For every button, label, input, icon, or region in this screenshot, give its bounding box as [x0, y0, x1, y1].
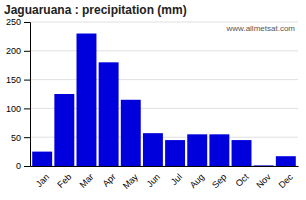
y-axis-line	[24, 23, 31, 167]
y-tick: 100	[6, 104, 30, 114]
y-tick-label: 0	[16, 161, 21, 171]
grid	[30, 22, 298, 166]
x-tick-label: Jun	[145, 172, 162, 189]
y-tick-label: 100	[6, 104, 21, 114]
x-axis-line	[31, 166, 299, 167]
x-tick: Jul	[169, 172, 184, 187]
x-axis: JanFebMar AprMay Jun Jul AugSep OctNovDec	[31, 167, 299, 191]
x-tick: Nov	[254, 171, 273, 190]
x-tick: May	[121, 171, 140, 190]
bar	[99, 62, 119, 166]
plot-area	[32, 34, 296, 166]
x-tick: Aug	[188, 172, 206, 190]
x-tick: Oct	[234, 171, 251, 188]
y-tick: 200	[6, 46, 30, 56]
bar	[254, 165, 274, 166]
x-tick: Jun	[145, 172, 162, 189]
x-tick-label: Oct	[234, 171, 251, 188]
bar	[32, 152, 52, 166]
bar	[77, 34, 97, 166]
x-tick: Apr	[101, 172, 118, 189]
grid-line	[30, 22, 298, 23]
y-tick-label: 150	[6, 75, 21, 85]
x-tick: Dec	[276, 171, 295, 190]
x-tick-label: Aug	[188, 172, 206, 190]
bar	[165, 140, 185, 166]
y-tick-mark	[24, 22, 30, 23]
y-tick-mark	[24, 108, 30, 109]
bar	[121, 100, 141, 166]
bar	[54, 94, 74, 166]
y-axis: 0 50 100 150 200 250	[6, 17, 31, 171]
y-tick: 250	[6, 17, 30, 27]
x-tick: Jan	[34, 172, 51, 189]
x-tick: Mar	[77, 172, 95, 190]
grid-line	[30, 50, 298, 51]
bar	[209, 134, 229, 166]
grid-line	[30, 79, 298, 80]
bar	[143, 133, 163, 166]
x-tick-label: Mar	[77, 172, 95, 190]
bar	[276, 156, 296, 166]
x-tick-label: Apr	[101, 172, 118, 189]
y-tick-label: 200	[6, 46, 21, 56]
y-tick-mark	[24, 166, 30, 167]
y-tick-label: 250	[6, 17, 21, 27]
y-tick: 50	[11, 133, 30, 143]
y-tick-label: 50	[11, 133, 21, 143]
bar	[232, 140, 252, 166]
x-tick-label: Jan	[34, 172, 51, 189]
x-tick-label: Dec	[276, 171, 295, 190]
x-tick-label: Nov	[254, 171, 273, 190]
x-tick-label: May	[121, 171, 140, 190]
x-tick-label: Jul	[169, 172, 184, 187]
y-tick-mark	[24, 51, 30, 52]
y-tick: 150	[6, 75, 30, 85]
bar	[187, 134, 207, 166]
y-tick-mark	[24, 80, 30, 81]
title: Jaguaruana : precipitation (mm)	[4, 3, 187, 17]
x-tick: Sep	[210, 172, 228, 190]
annotation: www.allmetsat.com	[226, 24, 296, 33]
y-tick-mark	[24, 137, 30, 138]
x-tick-label: Feb	[55, 172, 73, 190]
chart: 0 50 100 150 200 250 JanFebMar AprMay Jun Jul AugS…	[0, 0, 306, 200]
y-tick: 0	[16, 161, 30, 171]
x-tick: Feb	[55, 172, 73, 190]
x-tick-label: Sep	[210, 172, 228, 190]
